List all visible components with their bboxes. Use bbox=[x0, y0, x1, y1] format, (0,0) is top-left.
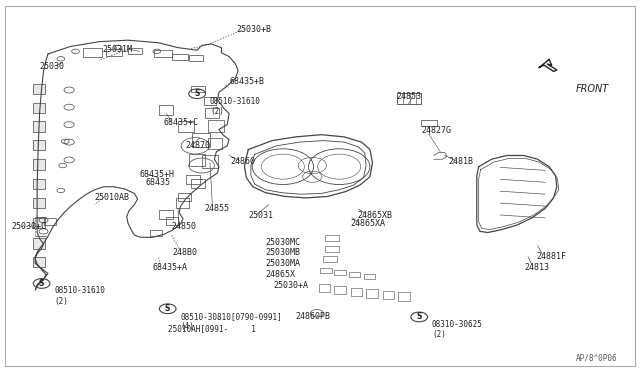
Bar bbox=[191, 86, 205, 92]
Bar bbox=[172, 54, 188, 60]
Bar bbox=[192, 133, 210, 147]
Bar bbox=[189, 55, 203, 61]
Text: 08510-31610
(2): 08510-31610 (2) bbox=[54, 286, 105, 306]
Bar bbox=[191, 179, 205, 188]
Bar bbox=[33, 140, 45, 150]
Bar bbox=[33, 218, 45, 228]
Text: 25030+A: 25030+A bbox=[274, 281, 309, 290]
Bar bbox=[334, 286, 346, 294]
Text: 08510-30810[0790-0991]
(4): 08510-30810[0790-0991] (4) bbox=[180, 312, 282, 331]
Bar bbox=[383, 291, 394, 299]
Bar bbox=[33, 179, 45, 189]
Text: 2481B: 2481B bbox=[448, 157, 473, 166]
Bar bbox=[44, 218, 56, 225]
Bar bbox=[397, 93, 421, 104]
Bar bbox=[128, 48, 142, 54]
Text: 248B0: 248B0 bbox=[173, 248, 198, 257]
Text: 24865XB: 24865XB bbox=[357, 211, 392, 219]
Bar bbox=[33, 238, 45, 249]
Bar bbox=[325, 235, 339, 241]
Bar bbox=[106, 49, 122, 56]
Bar bbox=[33, 198, 45, 208]
Text: S: S bbox=[195, 89, 200, 98]
Text: 24870: 24870 bbox=[186, 141, 211, 150]
Text: 25031M: 25031M bbox=[102, 45, 132, 54]
Text: 24865XA: 24865XA bbox=[351, 219, 386, 228]
Bar bbox=[166, 217, 178, 225]
Bar bbox=[319, 284, 330, 292]
Text: 24855: 24855 bbox=[205, 204, 230, 213]
Text: S: S bbox=[417, 312, 422, 321]
Text: AP/8^0P06: AP/8^0P06 bbox=[576, 353, 618, 362]
Text: 08510-31610
(2): 08510-31610 (2) bbox=[210, 97, 260, 116]
Text: 24860PB: 24860PB bbox=[296, 312, 331, 321]
Text: 68435+B: 68435+B bbox=[229, 77, 264, 86]
Bar bbox=[159, 210, 173, 219]
Bar bbox=[351, 288, 362, 296]
Bar bbox=[325, 246, 339, 252]
Text: 68435+H: 68435+H bbox=[140, 170, 175, 179]
Bar bbox=[334, 270, 346, 275]
Text: 68435: 68435 bbox=[146, 178, 171, 187]
Bar bbox=[176, 198, 189, 208]
Bar bbox=[178, 193, 191, 201]
Text: S: S bbox=[165, 304, 170, 313]
Text: 24850: 24850 bbox=[172, 222, 196, 231]
Bar bbox=[349, 272, 360, 277]
Bar bbox=[33, 121, 45, 132]
Text: 68435+A: 68435+A bbox=[152, 263, 188, 272]
Text: 25030: 25030 bbox=[40, 62, 65, 71]
Bar bbox=[178, 121, 194, 132]
Bar bbox=[33, 103, 45, 113]
Text: 25030+B: 25030+B bbox=[237, 25, 272, 33]
Text: FRONT: FRONT bbox=[576, 84, 609, 93]
Text: 25031: 25031 bbox=[248, 211, 273, 220]
Bar bbox=[320, 268, 332, 273]
Bar bbox=[208, 120, 224, 132]
Bar bbox=[159, 105, 173, 115]
Bar bbox=[154, 50, 172, 57]
Bar bbox=[364, 274, 375, 279]
Bar bbox=[204, 97, 216, 105]
Text: 24881F: 24881F bbox=[536, 252, 566, 261]
Text: 25030+C: 25030+C bbox=[12, 222, 47, 231]
Text: 25010AB: 25010AB bbox=[95, 193, 130, 202]
Bar bbox=[323, 256, 337, 262]
Text: 24827G: 24827G bbox=[421, 126, 451, 135]
Text: 08310-30625
(2): 08310-30625 (2) bbox=[432, 320, 483, 339]
Bar bbox=[189, 154, 205, 166]
Bar bbox=[33, 84, 45, 94]
Text: S: S bbox=[39, 279, 44, 288]
Text: 25010AH[0991-     1: 25010AH[0991- 1 bbox=[168, 324, 255, 333]
Bar bbox=[150, 230, 162, 236]
Bar bbox=[186, 175, 200, 184]
Bar bbox=[366, 289, 378, 298]
Bar bbox=[33, 159, 45, 170]
Bar bbox=[398, 292, 410, 301]
Bar bbox=[202, 155, 218, 168]
Text: 25030MB: 25030MB bbox=[266, 248, 301, 257]
Bar bbox=[421, 120, 437, 126]
Bar bbox=[208, 138, 222, 149]
Text: 24813: 24813 bbox=[525, 263, 550, 272]
Text: 25030MA: 25030MA bbox=[266, 259, 301, 267]
Bar bbox=[205, 108, 219, 118]
Text: 24865X: 24865X bbox=[266, 270, 296, 279]
Text: 24860: 24860 bbox=[230, 157, 255, 166]
Bar bbox=[83, 48, 102, 57]
Bar bbox=[33, 257, 45, 267]
Text: 68435+C: 68435+C bbox=[163, 118, 198, 127]
Text: 25030MC: 25030MC bbox=[266, 238, 301, 247]
Text: 24853: 24853 bbox=[397, 92, 422, 101]
